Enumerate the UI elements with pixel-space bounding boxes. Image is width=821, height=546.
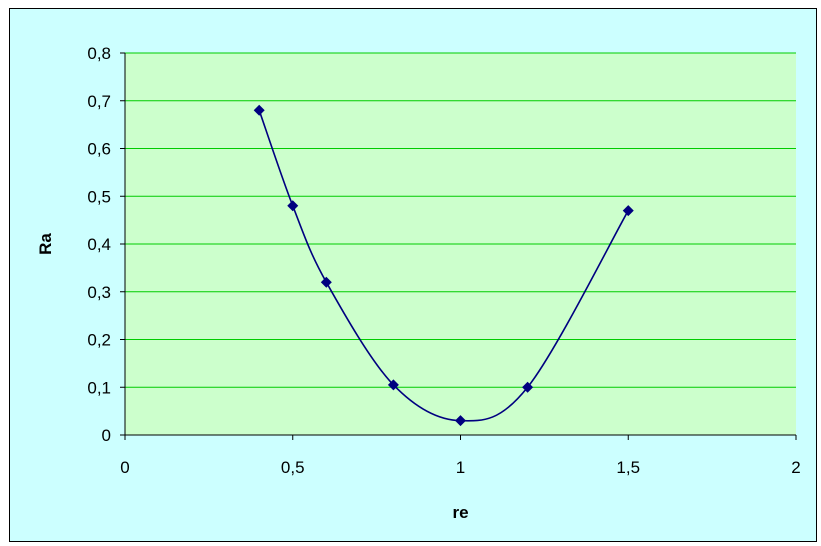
data-point <box>253 104 265 116</box>
y-tick-label: 0,3 <box>87 283 111 302</box>
tick-labels: 0 0,1 0,2 0,3 0,4 0,5 0,6 0,7 0,8 0 0,5 1 1,5 2 <box>87 44 800 477</box>
data-point <box>387 379 399 391</box>
y-tick-label: 0,7 <box>87 92 111 111</box>
y-tick-label: 0,4 <box>87 235 111 254</box>
y-axis-title: Ra <box>36 233 55 255</box>
data-point <box>287 200 299 212</box>
x-tick-label: 0 <box>120 458 129 477</box>
data-point <box>320 276 332 288</box>
y-tick-label: 0,1 <box>87 378 111 397</box>
y-tick-label: 0,8 <box>87 44 111 63</box>
axes <box>120 52 797 440</box>
x-axis-title: re <box>452 503 468 522</box>
y-tick-label: 0 <box>102 426 111 445</box>
x-tick-label: 1,5 <box>616 458 640 477</box>
y-tick-label: 0,5 <box>87 187 111 206</box>
data-point <box>522 381 534 393</box>
data-point <box>455 415 466 427</box>
x-tick-label: 1 <box>456 458 465 477</box>
y-tick-label: 0,2 <box>87 331 111 350</box>
x-tick-label: 0,5 <box>281 458 305 477</box>
data-point <box>622 205 634 217</box>
data-markers <box>253 104 634 427</box>
gridlines <box>125 52 796 388</box>
y-tick-label: 0,6 <box>87 140 111 159</box>
x-tick-label: 2 <box>791 458 800 477</box>
